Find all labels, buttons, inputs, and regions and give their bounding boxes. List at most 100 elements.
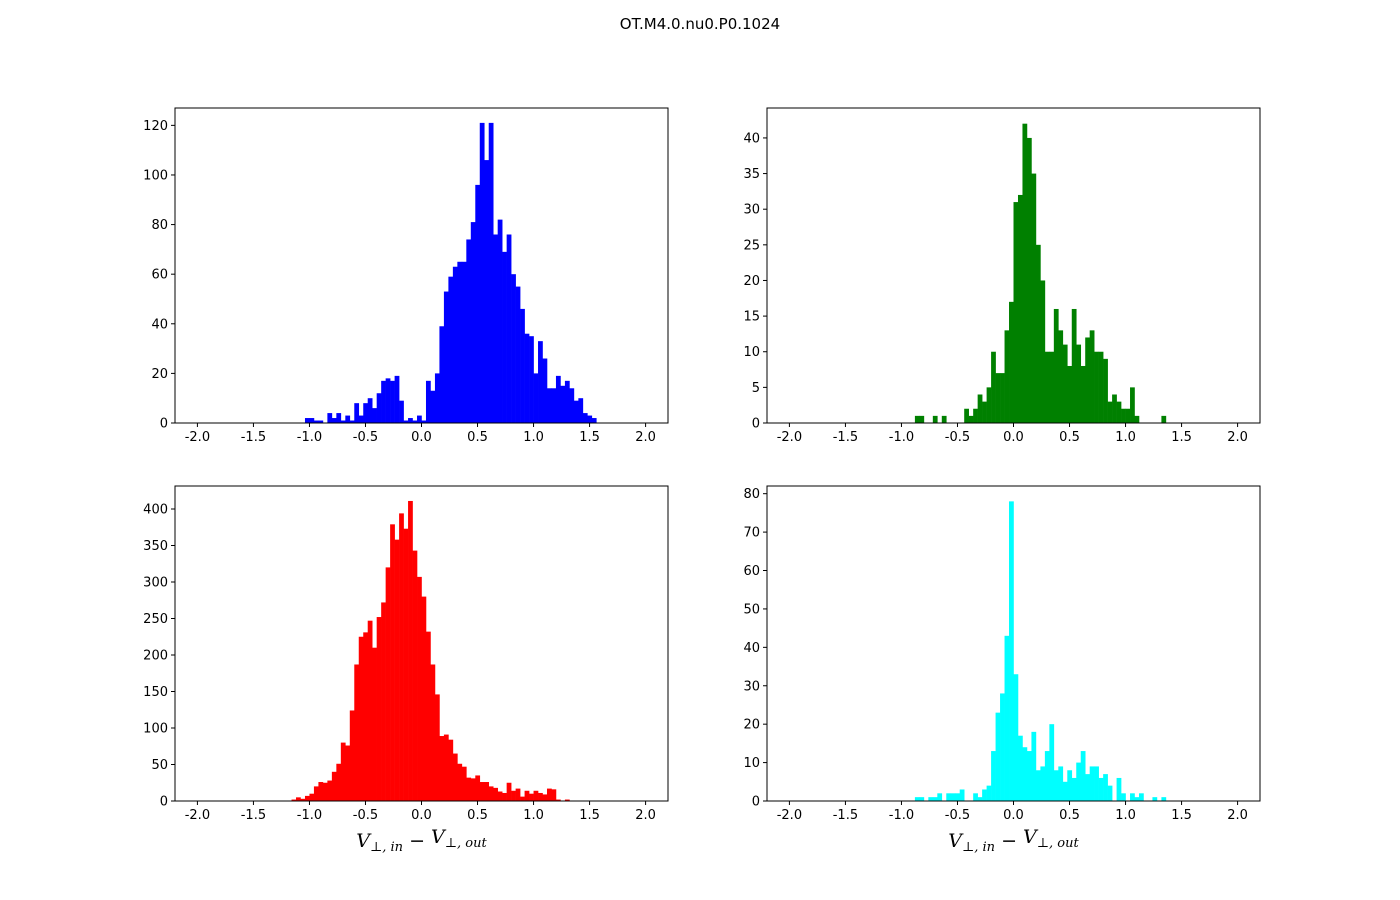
histogram-bar xyxy=(354,403,360,423)
x-tick-label: -1.0 xyxy=(889,430,914,445)
histogram-bar xyxy=(1089,766,1095,801)
histogram-bar xyxy=(1004,330,1010,423)
x-tick-label: 1.0 xyxy=(523,430,544,445)
y-tick-label: 250 xyxy=(143,612,168,627)
histogram-bar xyxy=(564,799,570,801)
y-tick-label: 10 xyxy=(743,756,760,771)
histogram-bar xyxy=(1080,751,1086,801)
histogram-bar xyxy=(578,398,584,423)
histogram-bar xyxy=(381,380,386,423)
x-tick-label: -0.5 xyxy=(353,430,378,445)
histogram-bar xyxy=(591,418,597,423)
histogram-bar xyxy=(1107,785,1113,801)
x-tick-label: 2.0 xyxy=(635,808,656,823)
histogram-bar xyxy=(318,420,324,423)
histogram-bar xyxy=(336,413,342,423)
histogram-bar xyxy=(515,788,521,801)
histogram-bar xyxy=(434,373,440,423)
y-tick-label: 400 xyxy=(143,502,168,517)
y-tick-label: 300 xyxy=(143,575,168,590)
histogram-bar xyxy=(439,736,445,801)
histogram-bar xyxy=(430,664,436,801)
histogram-bar xyxy=(551,388,557,423)
histogram-bar xyxy=(291,799,297,801)
histogram-bar xyxy=(358,415,364,423)
histogram-bar xyxy=(309,793,315,801)
x-axis-label-sub1: ⊥, in xyxy=(370,840,403,855)
histogram-bar xyxy=(932,415,938,423)
histogram-bar xyxy=(408,500,413,801)
histogram-bar xyxy=(309,418,315,423)
x-tick-label: 0.5 xyxy=(1059,430,1080,445)
histogram-bar xyxy=(457,763,463,801)
x-tick-label: 2.0 xyxy=(1227,808,1248,823)
histogram-bar xyxy=(421,596,427,801)
histogram-bar xyxy=(977,394,983,423)
histogram-bar xyxy=(1125,408,1131,423)
x-axis-label-minus: − xyxy=(403,830,431,852)
histogram-bar xyxy=(520,308,525,423)
histogram-bar xyxy=(412,550,418,801)
histogram-bar xyxy=(1000,693,1005,801)
histogram-bar xyxy=(1044,351,1050,423)
y-tick-label: 20 xyxy=(743,274,760,289)
histogram-bar xyxy=(313,420,319,423)
histogram-bar xyxy=(488,122,494,423)
histogram-bar xyxy=(982,789,987,801)
histogram-bar xyxy=(1071,777,1077,801)
histogram-bar xyxy=(919,797,925,801)
histogram-bar xyxy=(1130,793,1135,801)
histogram-bar xyxy=(1026,137,1032,423)
histogram-bar xyxy=(946,793,952,801)
histogram-bar xyxy=(376,393,382,423)
histogram-bar xyxy=(533,790,539,801)
x-tick-label: -2.0 xyxy=(185,808,210,823)
histogram-bar xyxy=(457,261,463,423)
histogram-bar xyxy=(425,631,431,801)
histogram-bar xyxy=(1053,770,1059,801)
histogram-bar xyxy=(560,385,566,423)
y-tick-label: 10 xyxy=(743,345,760,360)
histogram-bar xyxy=(968,415,974,423)
histogram-bar xyxy=(1062,344,1068,423)
histogram-bar xyxy=(367,620,373,801)
y-tick-label: 30 xyxy=(743,679,760,694)
histogram-bar xyxy=(1004,635,1010,801)
histogram-bar xyxy=(986,387,992,423)
histogram-bar xyxy=(1103,358,1108,423)
histogram-bar xyxy=(1161,797,1167,801)
histogram-bar xyxy=(1031,173,1037,423)
y-tick-label: 50 xyxy=(151,758,168,773)
histogram-bar xyxy=(322,782,328,801)
histogram-bar xyxy=(488,786,494,801)
x-axis-label-sub2: ⊥, out xyxy=(1037,836,1080,851)
y-tick-label: 150 xyxy=(143,685,168,700)
x-tick-label: -1.5 xyxy=(833,808,858,823)
histogram-bar xyxy=(1098,777,1104,801)
histogram-bar xyxy=(982,401,987,423)
histogram-bar xyxy=(363,632,369,801)
histogram-bar xyxy=(1017,194,1023,423)
histogram-bar xyxy=(1040,280,1046,423)
x-tick-label: 0.0 xyxy=(1003,430,1024,445)
histogram-bar xyxy=(385,567,391,801)
histogram-bar xyxy=(345,745,351,801)
histogram-bar xyxy=(475,775,481,801)
histogram-bar xyxy=(538,341,543,423)
histogram-bar xyxy=(564,380,570,423)
x-tick-label: -1.5 xyxy=(241,808,266,823)
histogram-bar xyxy=(524,333,530,423)
histogram-bar xyxy=(421,420,427,423)
histogram-bar xyxy=(340,420,346,423)
histogram-bar xyxy=(991,351,996,423)
histogram-bar xyxy=(497,791,503,801)
histogram-bar xyxy=(542,358,548,423)
histogram-bar xyxy=(1116,401,1122,423)
histogram-bar xyxy=(1022,747,1028,801)
axes-frame xyxy=(174,107,669,424)
histogram-bar xyxy=(417,576,422,801)
x-tick-label: 0.0 xyxy=(411,430,432,445)
histogram-bar xyxy=(461,261,467,423)
histogram-bar xyxy=(408,418,413,423)
y-tick-label: 40 xyxy=(151,317,168,332)
